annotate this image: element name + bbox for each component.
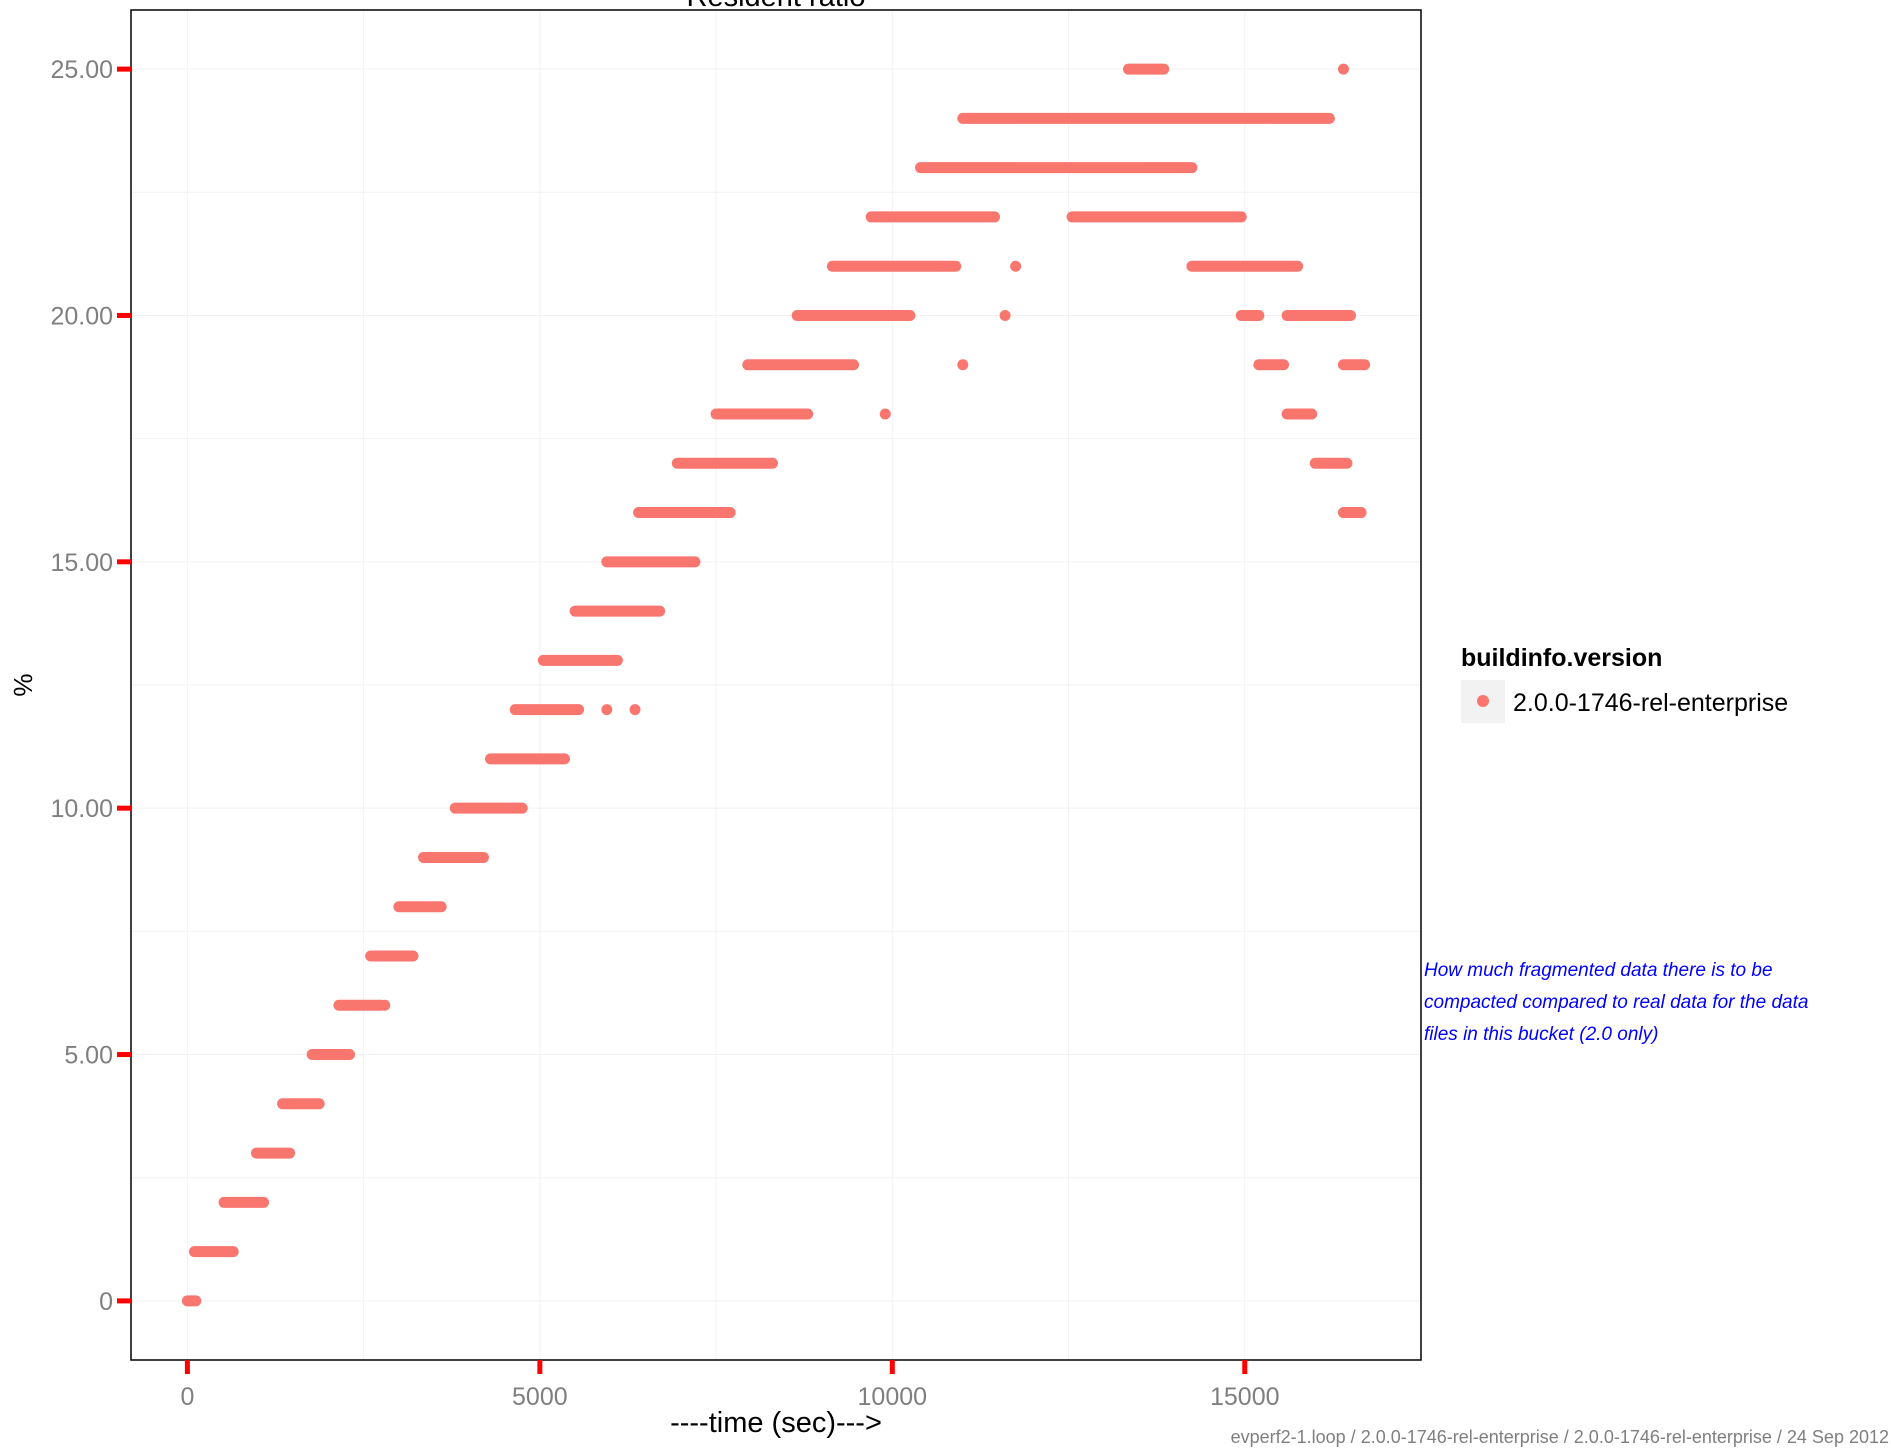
data-point xyxy=(379,999,391,1011)
x-tick-label: 0 xyxy=(180,1383,194,1411)
y-tick-label: 25.00 xyxy=(50,56,113,84)
data-point xyxy=(957,359,969,371)
y-tick-label: 0 xyxy=(99,1288,113,1316)
chart-annotation: How much fragmented data there is to be … xyxy=(1424,960,1809,1045)
x-axis-title: ----time (sec)---> xyxy=(670,1407,882,1439)
y-tick-label: 5.00 xyxy=(64,1042,113,1070)
chart-title: Resident ratio xyxy=(687,0,866,13)
y-tick-label: 20.00 xyxy=(50,302,113,330)
data-point xyxy=(1337,63,1349,75)
y-axis-title: % xyxy=(8,673,38,696)
x-tick-label: 5000 xyxy=(512,1383,568,1411)
y-tick-label: 15.00 xyxy=(50,549,113,577)
data-point xyxy=(999,309,1011,321)
data-point xyxy=(629,704,641,716)
x-tick-label: 15000 xyxy=(1210,1383,1280,1411)
data-point xyxy=(879,408,891,420)
plot-border xyxy=(130,9,1422,1361)
y-tick-label: 10.00 xyxy=(50,795,113,823)
legend-title: buildinfo.version xyxy=(1461,644,1662,672)
legend-point-icon xyxy=(1477,695,1489,707)
data-point xyxy=(1010,260,1022,272)
footer-caption: evperf2-1.loop / 2.0.0-1746-rel-enterpri… xyxy=(1230,1427,1889,1447)
data-points xyxy=(181,63,1371,1307)
legend-entry-label: 2.0.0-1746-rel-enterprise xyxy=(1513,689,1788,717)
data-point xyxy=(601,704,613,716)
x-axis: 0 5000 10000 15000 xyxy=(180,1360,1280,1411)
y-axis: 0 5.00 10.00 15.00 20.00 25.00 xyxy=(50,56,131,1316)
legend: buildinfo.version 2.0.0-1746-rel-enterpr… xyxy=(1461,644,1788,723)
x-tick-label: 10000 xyxy=(858,1383,928,1411)
